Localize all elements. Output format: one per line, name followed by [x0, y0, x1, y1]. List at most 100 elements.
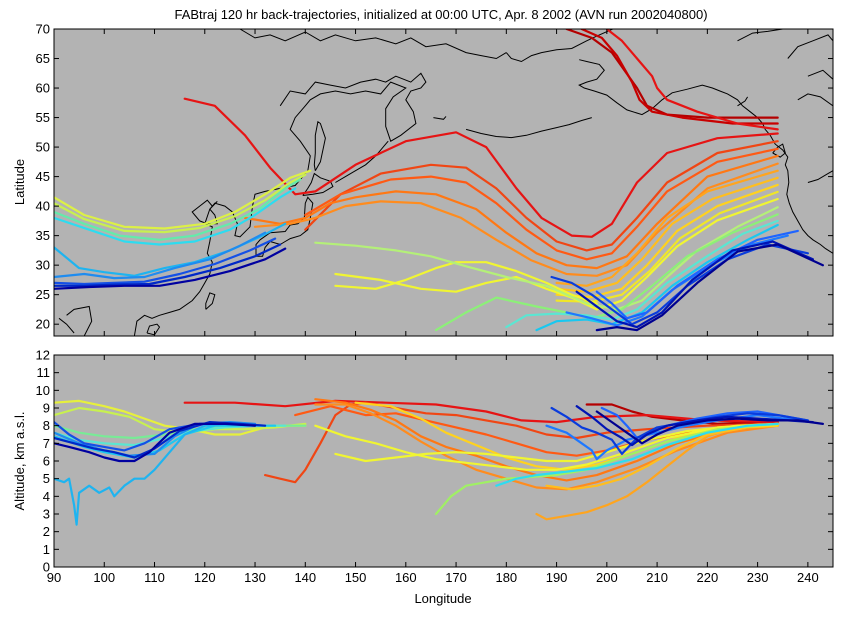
- y-tick-label: 5: [43, 471, 50, 486]
- map-y-axis-label: Latitude: [12, 159, 27, 205]
- y-tick-label: 50: [36, 140, 50, 155]
- altitude-y-axis-label: Altitude, km a.s.l.: [12, 412, 27, 511]
- trajectory-line: [595, 243, 825, 332]
- map-panel-background: [54, 29, 833, 336]
- y-tick-label: 2: [43, 524, 50, 539]
- x-tick-label: 160: [395, 570, 417, 585]
- trajectory-line: [54, 243, 282, 287]
- coastline-segment: [239, 29, 507, 60]
- trajectory-line: [535, 424, 779, 521]
- y-tick-label: 6: [43, 454, 50, 469]
- x-tick-label: 230: [747, 570, 769, 585]
- trajectory-line: [304, 147, 779, 261]
- y-tick-label: 1: [43, 542, 50, 557]
- map-x-ticks: [53, 29, 809, 336]
- y-tick-label: 55: [36, 110, 50, 125]
- trajectory-line: [54, 187, 297, 246]
- trajectory-line: [595, 410, 825, 445]
- x-tick-label: 170: [445, 570, 467, 585]
- coastline-segment: [335, 140, 389, 183]
- y-tick-label: 35: [36, 228, 50, 243]
- y-tick-label: 70: [36, 22, 50, 37]
- trajectory-line: [545, 424, 779, 491]
- coastline-segment: [578, 59, 833, 254]
- y-tick-label: 30: [36, 258, 50, 273]
- y-tick-label: 7: [43, 436, 50, 451]
- coastline-segment: [465, 117, 592, 139]
- coastline-segment: [302, 172, 334, 196]
- coastline-segment: [146, 323, 161, 336]
- trajectory-line: [54, 169, 312, 230]
- x-tick-label: 90: [47, 570, 61, 585]
- altitude-x-ticks: 90 100 110 120 130 140 150 160 170 180 190 200 210 22…: [47, 355, 819, 585]
- coastline-segment: [797, 93, 833, 107]
- trajectory-line: [264, 401, 779, 484]
- trajectory-line: [334, 422, 779, 463]
- trajectory-line: [555, 183, 779, 299]
- y-tick-label: 60: [36, 81, 50, 96]
- map-panel: 20 25 30 35 40 45 50 55 60 65 70 Latitude: [12, 22, 834, 337]
- y-tick-label: 40: [36, 199, 50, 214]
- trajectory-line: [580, 29, 779, 125]
- map-plot-area: [54, 29, 833, 336]
- trajectory-line: [54, 237, 277, 286]
- coastlines: [58, 29, 833, 336]
- coastline-segment: [205, 292, 216, 310]
- trajectory-line: [605, 29, 779, 131]
- x-tick-label: 150: [345, 570, 367, 585]
- x-tick-label: 100: [93, 570, 115, 585]
- coastline-segment: [737, 96, 749, 107]
- trajectory-line: [54, 173, 307, 234]
- trajectory-line: [183, 399, 779, 424]
- y-tick-label: 9: [43, 401, 50, 416]
- trajectory-line: [575, 405, 815, 447]
- coastline-segment: [737, 29, 784, 42]
- x-tick-label: 190: [546, 570, 568, 585]
- trajectory-line: [54, 247, 287, 290]
- trajectory-line: [535, 223, 779, 332]
- trajectory-line: [550, 406, 810, 456]
- y-tick-label: 65: [36, 51, 50, 66]
- map-y-ticks: 20 25 30 35 40 45 50 55 60 65 70: [36, 22, 833, 332]
- y-tick-label: 20: [36, 317, 50, 332]
- coastline-segment: [807, 170, 833, 183]
- trajectory-line: [434, 422, 779, 516]
- coastline-segment: [255, 196, 314, 257]
- trajectory-line: [54, 406, 307, 434]
- trajectory-line: [495, 422, 779, 487]
- x-tick-label: 120: [194, 570, 216, 585]
- trajectory-line: [243, 154, 779, 270]
- y-tick-label: 12: [36, 348, 50, 363]
- trajectory-line: [334, 197, 779, 311]
- trajectory-line: [334, 261, 598, 305]
- coastline-segment: [787, 34, 833, 59]
- trajectory-line: [54, 422, 257, 463]
- y-tick-label: 0: [43, 560, 50, 575]
- trajectory-line: [54, 178, 302, 241]
- y-tick-label: 45: [36, 169, 50, 184]
- trajectory-line: [314, 398, 779, 482]
- x-tick-label: 200: [596, 570, 618, 585]
- x-tick-label: 220: [697, 570, 719, 585]
- x-tick-label: 130: [244, 570, 266, 585]
- coastline-segment: [807, 69, 833, 80]
- altitude-trajectories: [54, 398, 825, 526]
- y-tick-label: 4: [43, 489, 50, 504]
- y-tick-label: 8: [43, 418, 50, 433]
- y-tick-label: 3: [43, 507, 50, 522]
- coastline-segment: [313, 120, 326, 171]
- x-tick-label: 140: [294, 570, 316, 585]
- trajectory-line: [555, 169, 779, 287]
- trajectory-line: [575, 240, 815, 329]
- map-trajectories: [54, 29, 825, 332]
- x-tick-label: 110: [144, 570, 165, 585]
- coastline-segment: [58, 317, 75, 334]
- coastline-segment: [433, 116, 447, 120]
- trajectory-line: [595, 229, 799, 320]
- trajectory-line: [54, 231, 267, 280]
- x-tick-label: 210: [646, 570, 668, 585]
- trajectory-line: [183, 97, 779, 238]
- coastline-segment: [66, 305, 93, 336]
- trajectory-line: [253, 162, 779, 277]
